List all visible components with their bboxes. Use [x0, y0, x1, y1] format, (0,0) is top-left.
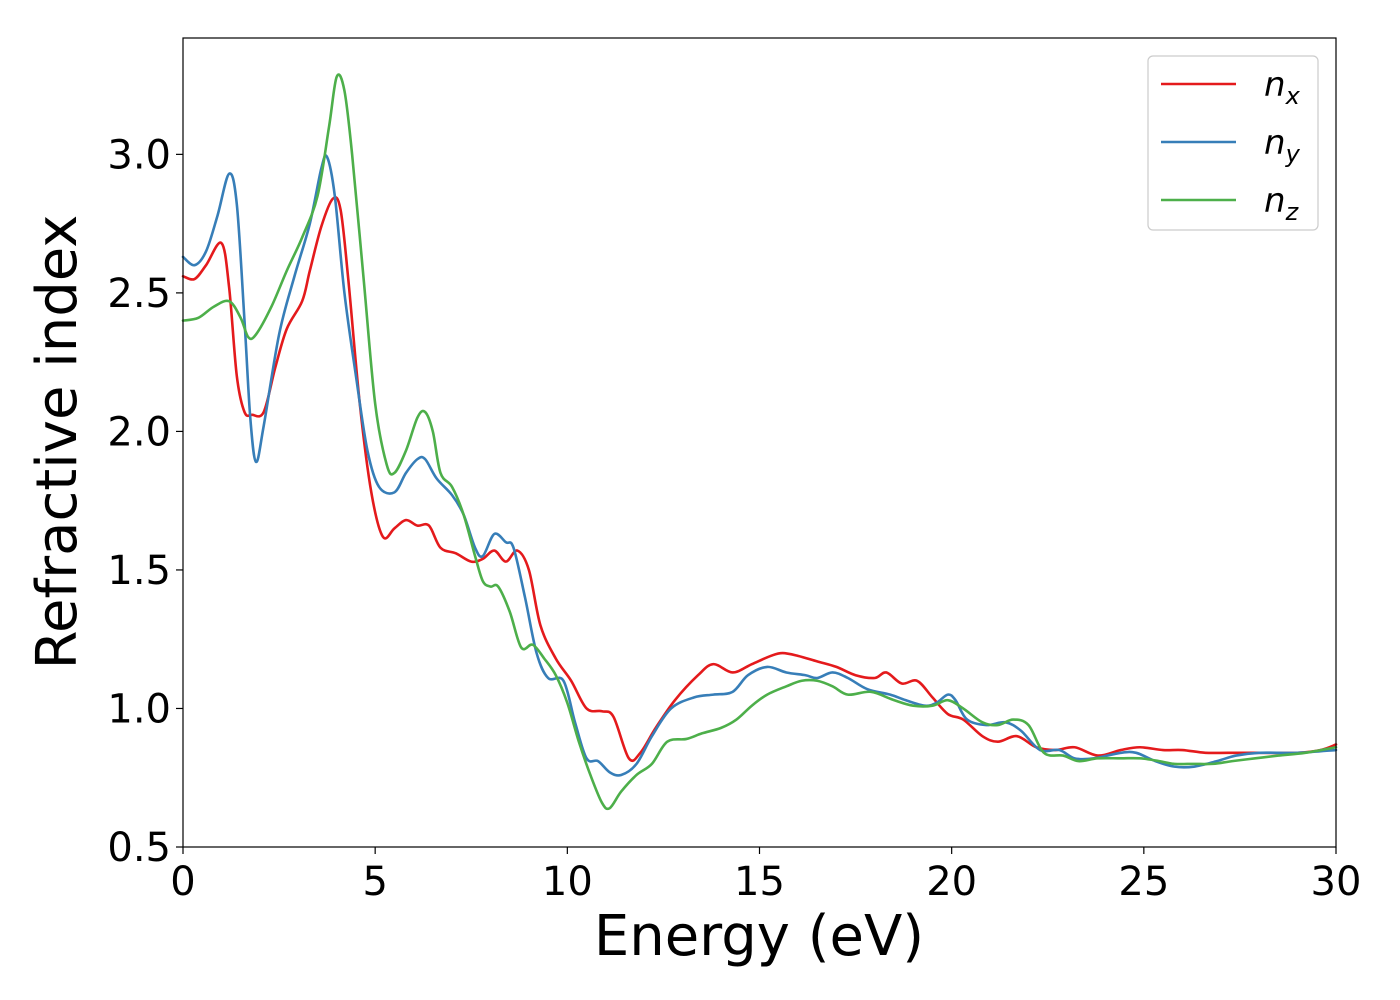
y-tick-label: 1.0 — [107, 686, 171, 732]
x-tick-label: 0 — [170, 859, 195, 905]
x-axis-title: Energy (eV) — [594, 904, 924, 969]
y-tick-label: 0.5 — [107, 825, 171, 871]
x-axis: 0 5 10 15 20 25 30 — [170, 847, 1361, 905]
y-axis-title: Refractive index — [25, 215, 90, 670]
y-tick-label: 3.0 — [107, 132, 171, 178]
series-line-ny — [181, 154, 1338, 777]
x-tick-label: 15 — [734, 859, 785, 905]
y-tick-label: 1.5 — [107, 548, 171, 594]
series-layer — [181, 73, 1338, 811]
y-tick-label: 2.5 — [107, 271, 171, 317]
x-tick-label: 5 — [362, 859, 387, 905]
x-tick-label: 10 — [542, 859, 593, 905]
y-axis: 0.5 1.0 1.5 2.0 2.5 3.0 — [107, 132, 183, 871]
x-tick-label: 25 — [1118, 859, 1169, 905]
series-line-nz — [181, 73, 1338, 811]
x-tick-label: 30 — [1311, 859, 1362, 905]
y-tick-label: 2.0 — [107, 409, 171, 455]
x-tick-label: 20 — [926, 859, 977, 905]
